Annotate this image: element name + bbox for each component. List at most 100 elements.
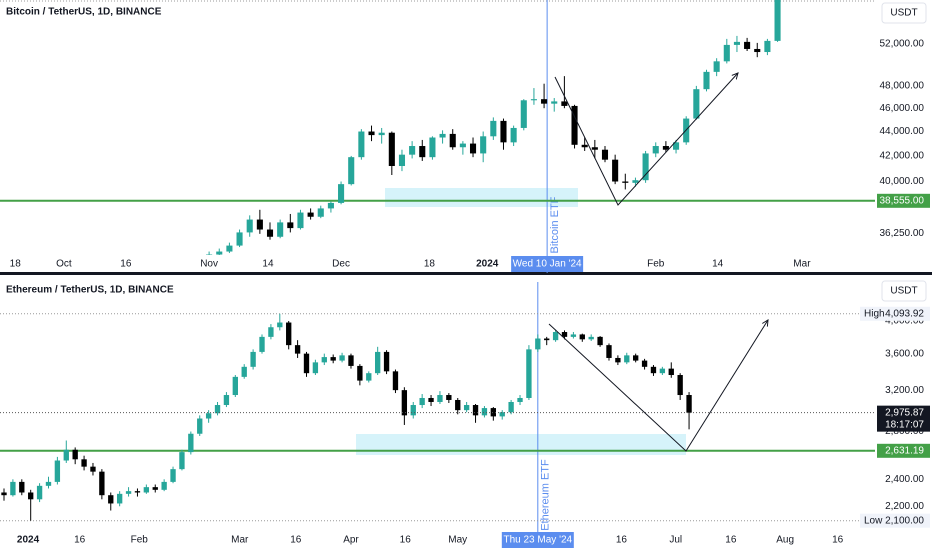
candle-body: [277, 222, 284, 237]
candle-body: [45, 481, 52, 486]
x-tick-label: Nov: [200, 259, 218, 270]
candle-body: [368, 131, 375, 136]
candle-body: [378, 132, 385, 136]
candle-body: [455, 399, 461, 411]
candle-body: [321, 357, 327, 363]
event-text: Ethereum ETF: [540, 459, 552, 531]
candle-body: [236, 232, 243, 246]
candle-body: [241, 366, 247, 377]
candle-body: [348, 157, 355, 185]
currency-button[interactable]: [881, 2, 927, 24]
candle-body: [205, 413, 212, 419]
y-tick-label: 3,200.00: [885, 385, 924, 396]
candle-body: [108, 495, 114, 504]
candles: [1, 313, 692, 521]
candle-body: [383, 351, 390, 372]
candle-body: [642, 153, 649, 181]
candle-body: [388, 132, 395, 167]
y-tick-label: 36,250.00: [880, 228, 925, 239]
candle-body: [659, 368, 666, 374]
x-tick-label: 16: [290, 535, 302, 546]
candle-body: [277, 322, 283, 328]
candle-body: [571, 105, 578, 145]
low-name: Low: [864, 515, 883, 526]
event-text: Bitcoin ETF: [549, 196, 561, 253]
price-box: [877, 405, 930, 432]
high-box: [860, 306, 930, 321]
currency-button[interactable]: [881, 280, 927, 302]
candle-body: [63, 449, 69, 461]
candle-body: [530, 99, 537, 101]
candles: [206, 0, 781, 255]
candle-body: [259, 336, 265, 352]
candle-body: [764, 40, 771, 53]
candle-body: [419, 146, 426, 158]
x-tick-label: 16: [120, 259, 132, 270]
candle-body: [499, 412, 505, 417]
candle-body: [317, 208, 324, 217]
candle-body: [401, 390, 408, 416]
y-tick-label: 2,400.00: [885, 474, 924, 485]
candle-body: [19, 481, 25, 493]
y-tick-label: 44,000.00: [880, 126, 925, 137]
candle-body: [90, 466, 96, 472]
pane-divider: [0, 272, 932, 275]
zone: [356, 434, 686, 455]
candle-body: [72, 449, 78, 460]
chart-pane: Bitcoin / TetherUS, 1D, BINANCE USDT 36,25…: [0, 0, 930, 273]
y-tick-label: 52,000.00: [880, 39, 925, 50]
candle-body: [161, 481, 167, 490]
price-label: 2,975.87: [885, 407, 924, 418]
level-label: 38,555.00: [880, 195, 925, 206]
candle-body: [672, 142, 680, 150]
low-box: [860, 513, 930, 528]
candle-body: [520, 100, 527, 128]
candle-body: [179, 452, 185, 470]
candle-body: [588, 336, 594, 340]
low-value: 2,100.00: [885, 515, 924, 526]
candle-body: [469, 143, 477, 154]
candle-body: [480, 136, 487, 154]
y-tick-label: 2,200.00: [885, 501, 924, 512]
chart-pane: Ethereum / TetherUS, 1D, BINANCE USDT 2,20…: [0, 280, 930, 548]
candle-body: [713, 61, 720, 72]
candle-body: [28, 492, 34, 500]
candle-body: [152, 487, 158, 490]
candle-body: [348, 355, 354, 366]
candle-body: [612, 159, 619, 182]
candle-body: [541, 99, 548, 104]
crosshair-label: Wed 10 Jan '24: [513, 259, 582, 270]
candle-body: [125, 491, 132, 494]
crosshair-label: Thu 23 May '24: [503, 535, 572, 546]
trend-drawing: [548, 320, 768, 452]
candle-body: [526, 349, 532, 398]
candle-body: [703, 71, 710, 90]
level-box: [877, 193, 930, 208]
candle-body: [561, 101, 568, 106]
candle-body: [366, 373, 372, 381]
candle-body: [581, 144, 588, 148]
candle-body: [358, 131, 365, 158]
x-tick-label: Oct: [56, 259, 72, 270]
crosshair-box: [501, 532, 574, 548]
x-tick-label: May: [448, 535, 467, 546]
x-tick-label: 2024: [17, 535, 40, 546]
candle-body: [330, 357, 336, 361]
x-tick-label: 14: [262, 259, 274, 270]
candle-body: [774, 0, 781, 41]
candle-body: [481, 408, 488, 416]
y-tick-label: 4,000.00: [885, 316, 924, 327]
candle-body: [10, 481, 16, 496]
candle-body: [591, 147, 598, 150]
x-tick-label: Feb: [647, 259, 665, 270]
x-tick-label: 16: [832, 535, 844, 546]
candle-body: [99, 471, 105, 496]
candle-body: [439, 133, 446, 138]
candle-body: [392, 371, 399, 391]
zone: [385, 188, 578, 207]
crosshair-box: [511, 256, 584, 272]
x-tick-label: Feb: [131, 535, 149, 546]
y-tick-label: 2,800.00: [885, 426, 924, 437]
chart-title: Bitcoin / TetherUS, 1D, BINANCE: [6, 7, 162, 18]
candle-body: [606, 345, 612, 358]
